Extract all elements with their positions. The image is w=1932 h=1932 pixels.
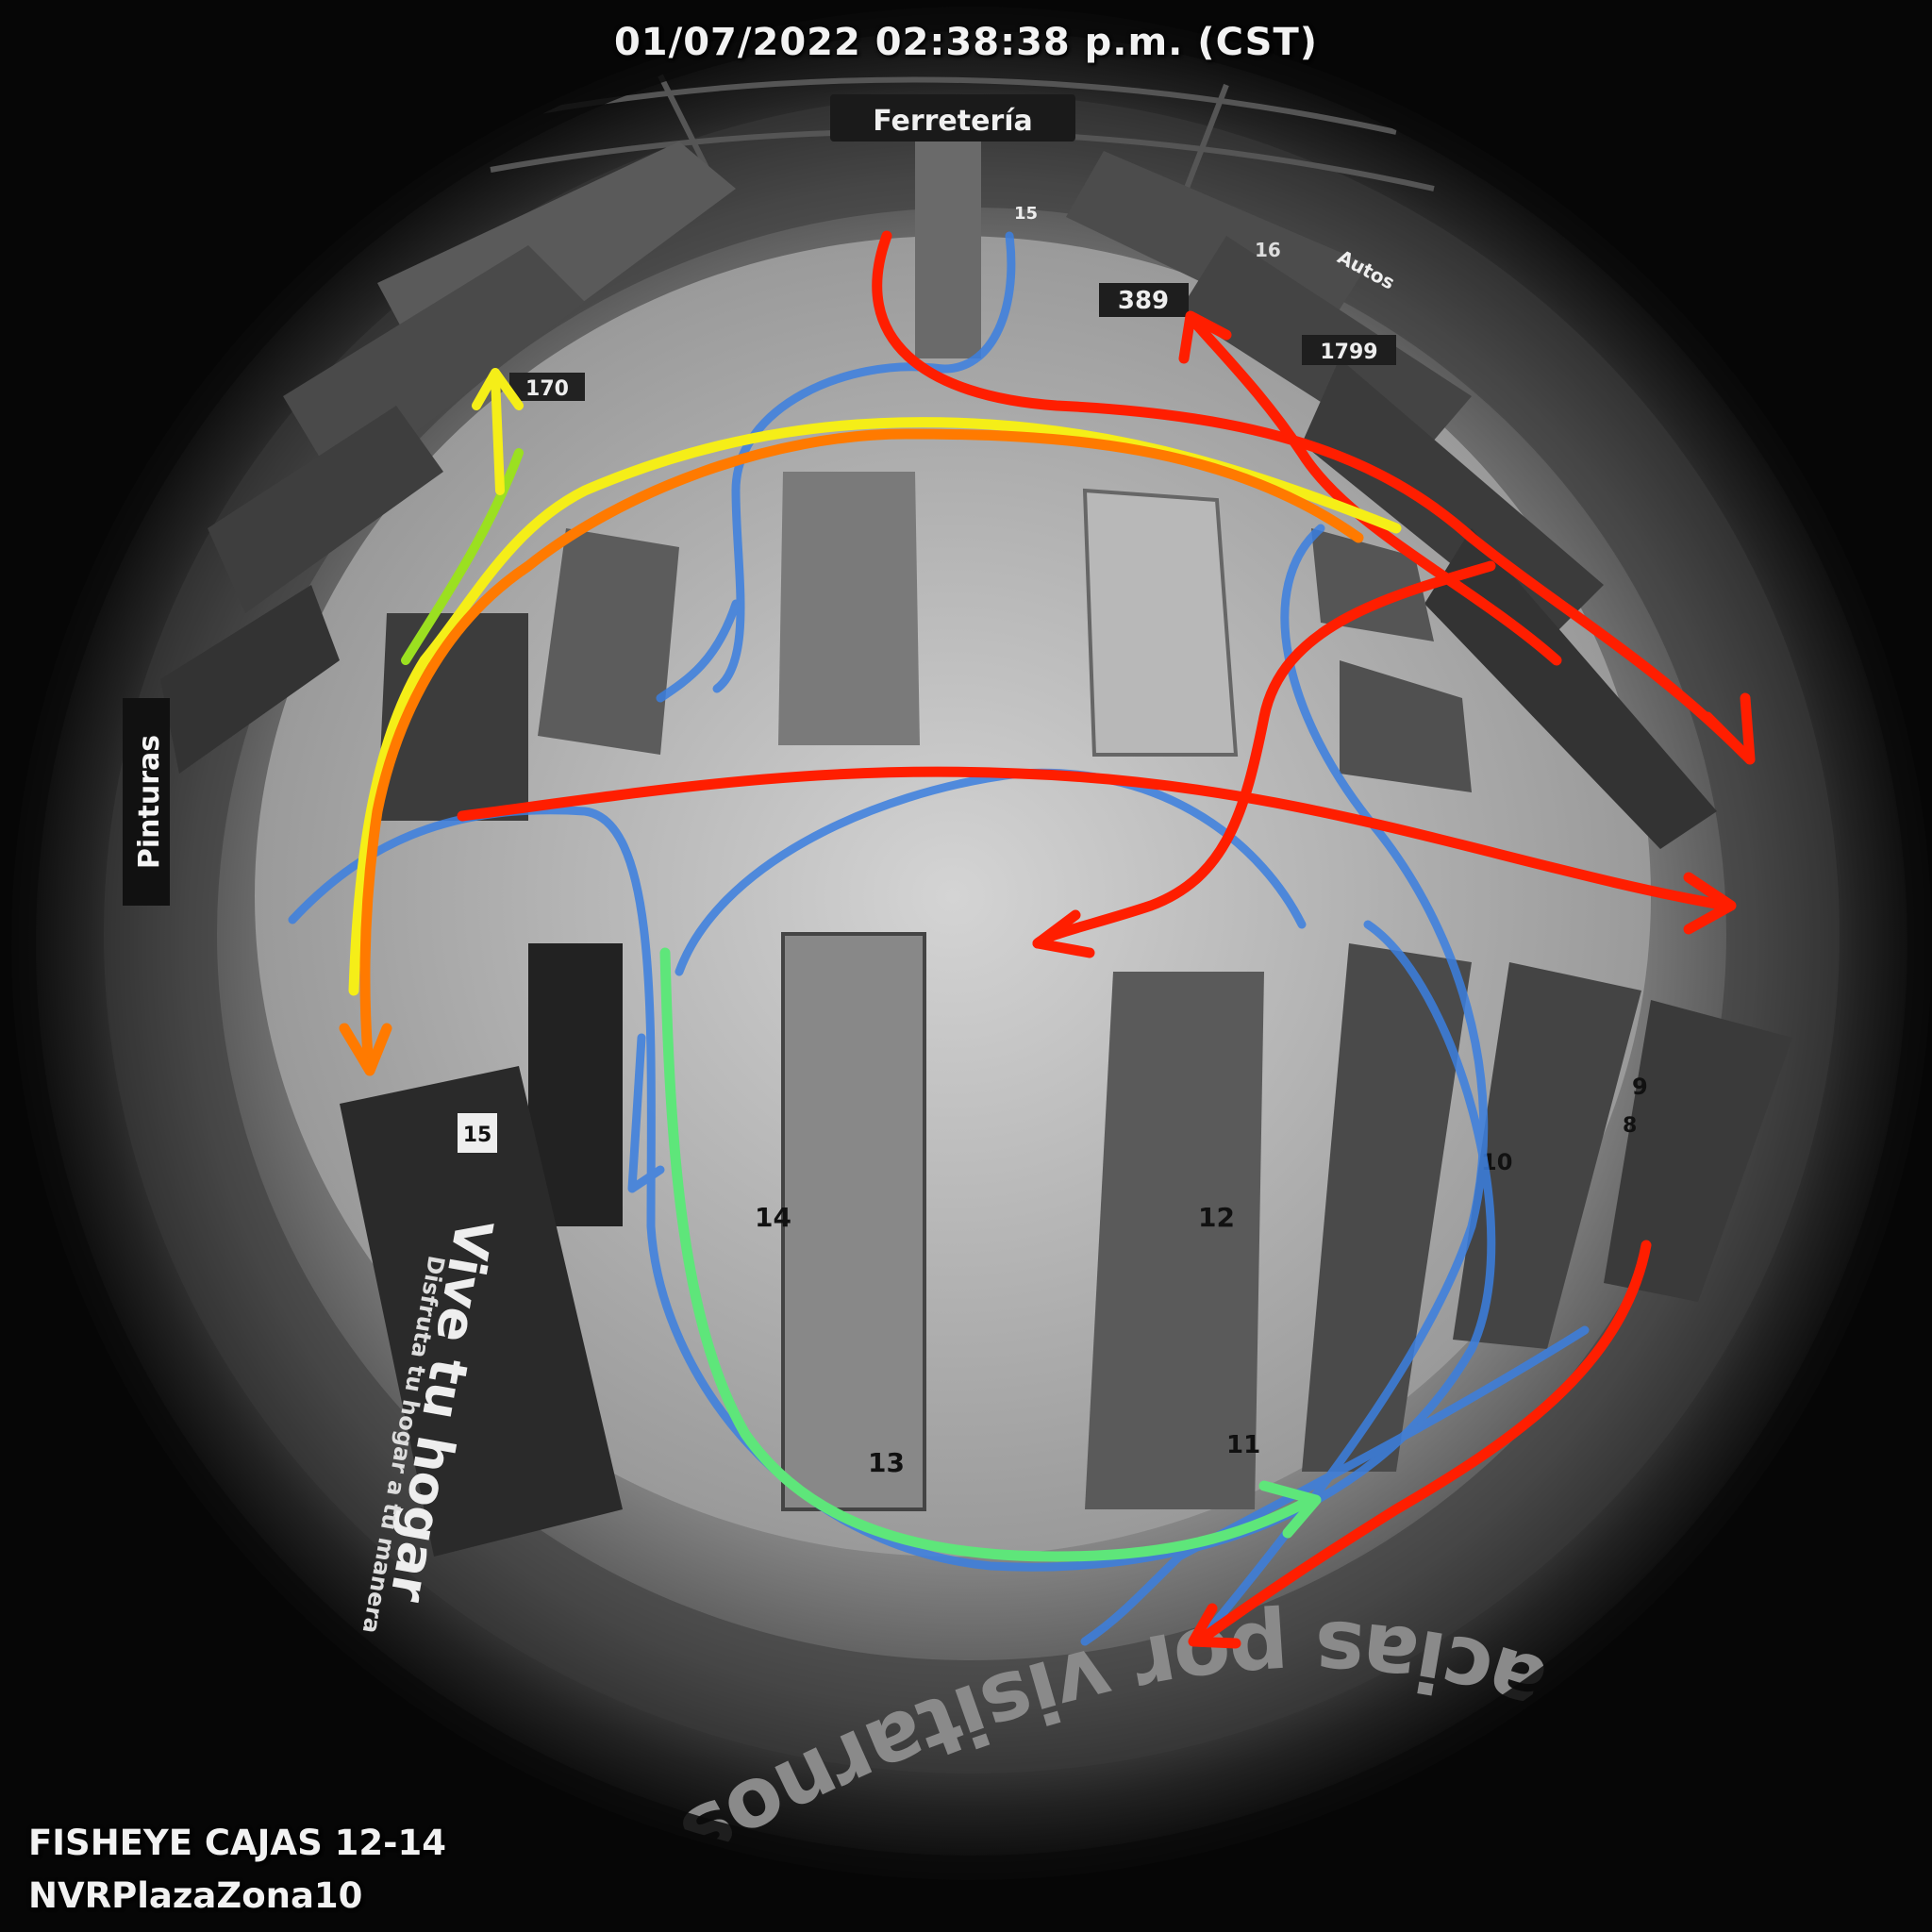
orange-path: [359, 428, 1364, 1062]
price-1799-text: 1799: [1320, 341, 1377, 364]
price-tag-170: [509, 373, 585, 401]
pinturas-sign: Pinturas: [123, 698, 170, 906]
aisle-15-side-label: 15: [463, 1124, 492, 1147]
blue-path-bottom: [1080, 1325, 1590, 1646]
red-path-to-389: [1188, 315, 1562, 666]
aisle-8-label: 8: [1623, 1114, 1637, 1138]
aisle-11-label: 11: [1226, 1431, 1260, 1459]
blue-path-left-small: [656, 599, 741, 703]
pinturas-sign-text: Pinturas: [133, 735, 166, 869]
yellow-up-shaft: [491, 373, 505, 495]
red-path-top-to-right-arrowhead: [1702, 692, 1756, 765]
vive-tu-hogar-banner: 15 Vive tu hogar Disfruta tu hogar a tu …: [340, 1066, 623, 1636]
red-paths: [457, 230, 1756, 1649]
aisle-9-label: 9: [1632, 1074, 1648, 1100]
lime-path: [401, 448, 524, 665]
aisle-12-label: 12: [1198, 1202, 1235, 1233]
blue-path-top-loop: [712, 231, 1016, 693]
green-path-arrowhead: [1258, 1480, 1322, 1539]
red-path-down-left-arrowhead: [1032, 909, 1095, 958]
price-170-text: 170: [525, 377, 569, 401]
aisle-14-label: 14: [755, 1202, 791, 1233]
display-gondolas: 15: [377, 142, 1472, 821]
red-path-top-to-right: [872, 230, 1751, 760]
aisle-16-label: 16: [1255, 239, 1281, 261]
price-389-text: 389: [1118, 287, 1169, 315]
left-shelving: 170: [160, 142, 736, 774]
red-path-down-left: [1032, 560, 1496, 949]
ferreteria-header-sign: Ferretería: [830, 94, 1075, 142]
yellow-up-arrowhead: [472, 368, 524, 410]
blue-path-down-left: [627, 1033, 665, 1193]
blue-path-right-loop: [1203, 524, 1489, 1637]
checkout-counters: 14 13 12 11 10 9 8: [528, 932, 1792, 1511]
red-path-cross-floor-arrowhead: [1683, 872, 1737, 935]
aisle-13-label: 13: [868, 1447, 905, 1478]
camera-name-label: FISHEYE CAJAS 12-14: [28, 1823, 446, 1863]
red-path-bottom-right-arrowhead: [1188, 1603, 1241, 1649]
price-tag-389: [1099, 283, 1189, 317]
red-path-bottom-right: [1192, 1240, 1652, 1647]
orange-path-arrowhead: [339, 1023, 392, 1076]
ferreteria-sign-text: Ferretería: [873, 105, 1033, 138]
lens-vignette: [11, 7, 1932, 1880]
price-tag-1799: [1302, 335, 1396, 365]
red-path-cross-floor: [457, 766, 1732, 911]
aisle-15-top-label: 15: [1014, 204, 1038, 224]
timestamp-overlay: 01/07/2022 02:38:38 p.m. (CST): [613, 21, 1319, 64]
nvr-name-label: NVRPlazaZona10: [28, 1875, 363, 1916]
red-path-to-389-arrowhead: [1178, 310, 1232, 364]
customer-path-annotations: [288, 230, 1756, 1649]
green-path: [659, 947, 1317, 1562]
